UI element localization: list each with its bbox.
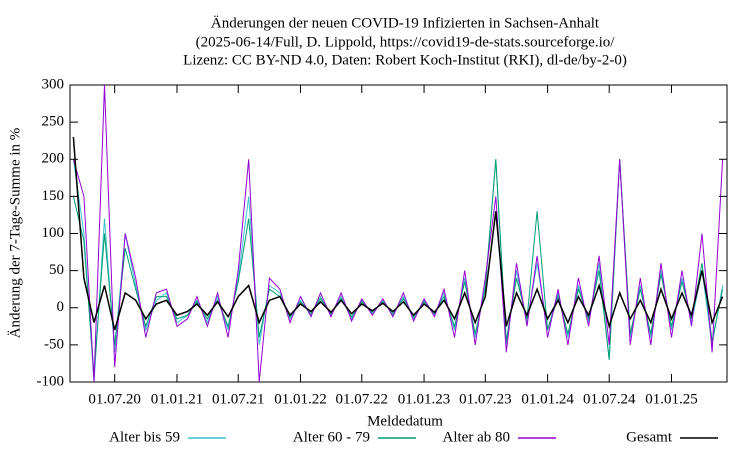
y-tick-label: 300 bbox=[42, 76, 65, 92]
series-line bbox=[72, 159, 724, 375]
legend-label: Gesamt bbox=[626, 429, 673, 445]
x-tick-label: 01.07.20 bbox=[88, 391, 141, 407]
plot-lines bbox=[72, 85, 724, 382]
series-line bbox=[72, 136, 724, 331]
y-tick-label: 250 bbox=[42, 114, 65, 130]
plot-frame bbox=[69, 84, 728, 383]
x-tick-label: 01.01.21 bbox=[151, 391, 204, 407]
y-tick-label: 200 bbox=[42, 151, 65, 167]
y-tick-label: 150 bbox=[42, 188, 65, 204]
y-tick-label: 100 bbox=[42, 225, 65, 241]
x-tick-label: 01.07.24 bbox=[583, 391, 636, 407]
chart-title: Änderungen der neuen COVID-19 Infizierte… bbox=[211, 14, 600, 31]
x-tick-label: 01.07.23 bbox=[459, 391, 512, 407]
y-tick-label: -50 bbox=[44, 336, 64, 352]
x-tick-label: 01.07.22 bbox=[336, 391, 389, 407]
y-tick-label: 0 bbox=[57, 299, 65, 315]
x-tick-label: 01.01.24 bbox=[521, 391, 574, 407]
y-tick-label: -100 bbox=[37, 373, 65, 389]
y-axis-label: Änderung der 7-Tage-Summe in % bbox=[6, 128, 23, 339]
x-tick-label: 01.07.21 bbox=[212, 391, 265, 407]
legend-label: Alter ab 80 bbox=[443, 429, 510, 445]
legend-label: Alter bis 59 bbox=[109, 429, 180, 445]
x-axis-label: Meldedatum bbox=[367, 413, 443, 429]
chart-title: (2025-06-14/Full, D. Lippold, https://co… bbox=[196, 34, 616, 50]
x-tick-label: 01.01.22 bbox=[274, 391, 327, 407]
y-tick-label: 50 bbox=[49, 262, 64, 278]
x-tick-label: 01.01.23 bbox=[398, 391, 451, 407]
x-tick-label: 01.01.25 bbox=[645, 391, 698, 407]
series-line bbox=[72, 159, 724, 382]
series-line bbox=[72, 85, 724, 382]
legend-label: Alter 60 - 79 bbox=[293, 429, 370, 445]
chart-title: Lizenz: CC BY-ND 4.0, Daten: Robert Koch… bbox=[183, 52, 627, 68]
